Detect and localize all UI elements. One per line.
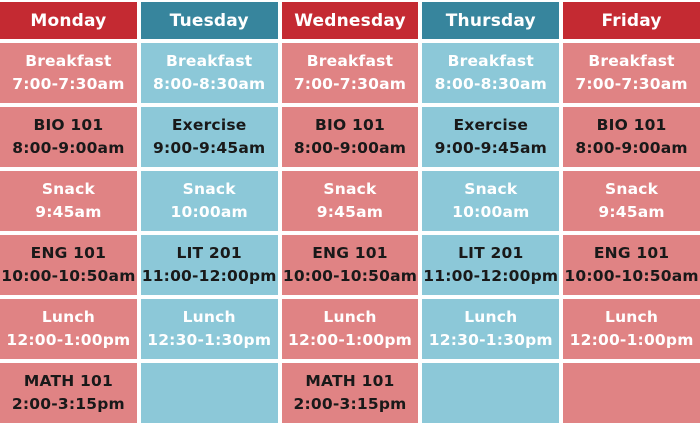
cell-time: 11:00-12:00pm [423, 267, 559, 285]
day-header-wednesday: Wednesday [281, 2, 419, 39]
cell-time: 12:00-1:00pm [569, 331, 694, 349]
cell-title: LIT 201 [176, 243, 242, 262]
cell-time: 9:00-9:45am [153, 139, 266, 157]
column-tuesday: Tuesday Breakfast 8:00-8:30am Exercise 9… [140, 2, 278, 423]
cell-title: LIT 201 [458, 243, 524, 262]
cell-title: Lunch [41, 307, 95, 326]
cell-time: 7:00-7:30am [575, 75, 688, 93]
cell-title: Snack [41, 179, 95, 198]
cell-time: 12:00-1:00pm [288, 331, 412, 349]
cell-monday-breakfast: Breakfast 7:00-7:30am [0, 43, 137, 103]
cell-tuesday-snack: Snack 10:00am [140, 171, 278, 231]
cell-thursday-breakfast: Breakfast 8:00-8:30am [422, 43, 560, 103]
cell-time: 10:00-10:50am [282, 267, 418, 285]
cell-friday-bio101: BIO 101 8:00-9:00am [563, 107, 700, 167]
cell-time: 8:00-9:00am [12, 139, 125, 157]
column-thursday: Thursday Breakfast 8:00-8:30am Exercise … [422, 2, 560, 423]
cell-wednesday-bio101: BIO 101 8:00-9:00am [281, 107, 419, 167]
cell-time: 10:00-10:50am [1, 267, 136, 285]
cell-friday-snack: Snack 9:45am [563, 171, 700, 231]
cell-title: Lunch [605, 307, 659, 326]
cell-friday-breakfast: Breakfast 7:00-7:30am [563, 43, 700, 103]
cell-title: ENG 101 [593, 243, 670, 262]
cell-title: Breakfast [166, 51, 253, 70]
cell-title: Exercise [171, 115, 247, 134]
day-header-monday: Monday [0, 2, 137, 39]
cell-time: 2:00-3:15pm [11, 395, 125, 413]
cell-time: 2:00-3:15pm [293, 395, 407, 413]
cell-tuesday-lit201: LIT 201 11:00-12:00pm [140, 235, 278, 295]
cell-time: 7:00-7:30am [293, 75, 407, 93]
cell-time: 9:45am [35, 203, 102, 221]
cell-time: 12:30-1:30pm [147, 331, 272, 349]
cell-tuesday-empty [140, 363, 278, 423]
cell-monday-lunch: Lunch 12:00-1:00pm [0, 299, 137, 359]
cell-thursday-lunch: Lunch 12:30-1:30pm [422, 299, 560, 359]
cell-tuesday-exercise: Exercise 9:00-9:45am [140, 107, 278, 167]
cell-title: Snack [323, 179, 377, 198]
cell-time: 12:30-1:30pm [428, 331, 553, 349]
day-header-tuesday: Tuesday [140, 2, 278, 39]
cell-thursday-lit201: LIT 201 11:00-12:00pm [422, 235, 560, 295]
cell-title: Breakfast [306, 51, 394, 70]
cell-title: BIO 101 [596, 115, 667, 134]
cell-time: 10:00am [170, 203, 248, 221]
cell-friday-empty [563, 363, 700, 423]
cell-time: 8:00-8:30am [434, 75, 547, 93]
cell-title: Lunch [464, 307, 518, 326]
column-wednesday: Wednesday Breakfast 7:00-7:30am BIO 101 … [281, 2, 419, 423]
cell-time: 9:45am [316, 203, 384, 221]
cell-monday-math101: MATH 101 2:00-3:15pm [0, 363, 137, 423]
cell-time: 11:00-12:00pm [141, 267, 277, 285]
cell-monday-snack: Snack 9:45am [0, 171, 137, 231]
cell-monday-bio101: BIO 101 8:00-9:00am [0, 107, 137, 167]
cell-title: Snack [605, 179, 659, 198]
column-monday: Monday Breakfast 7:00-7:30am BIO 101 8:0… [0, 2, 137, 423]
cell-time: 9:00-9:45am [434, 139, 547, 157]
cell-thursday-snack: Snack 10:00am [422, 171, 560, 231]
cell-wednesday-snack: Snack 9:45am [281, 171, 419, 231]
cell-title: Lunch [323, 307, 377, 326]
cell-title: Lunch [182, 307, 236, 326]
day-header-thursday: Thursday [422, 2, 560, 39]
cell-title: Breakfast [25, 51, 112, 70]
cell-friday-eng101: ENG 101 10:00-10:50am [563, 235, 700, 295]
cell-friday-lunch: Lunch 12:00-1:00pm [563, 299, 700, 359]
cell-title: Snack [182, 179, 236, 198]
cell-title: Breakfast [588, 51, 675, 70]
cell-tuesday-lunch: Lunch 12:30-1:30pm [140, 299, 278, 359]
cell-title: Breakfast [447, 51, 534, 70]
cell-title: BIO 101 [315, 115, 385, 134]
cell-time: 10:00am [452, 203, 530, 221]
cell-title: ENG 101 [312, 243, 388, 262]
cell-time: 9:45am [598, 203, 665, 221]
cell-title: ENG 101 [30, 243, 107, 262]
cell-time: 7:00-7:30am [12, 75, 125, 93]
cell-thursday-empty [422, 363, 560, 423]
cell-title: Snack [464, 179, 518, 198]
cell-title: BIO 101 [33, 115, 104, 134]
cell-title: MATH 101 [305, 371, 395, 390]
cell-wednesday-breakfast: Breakfast 7:00-7:30am [281, 43, 419, 103]
cell-time: 8:00-9:00am [575, 139, 688, 157]
cell-time: 12:00-1:00pm [6, 331, 131, 349]
cell-wednesday-eng101: ENG 101 10:00-10:50am [281, 235, 419, 295]
cell-title: Exercise [453, 115, 529, 134]
cell-wednesday-lunch: Lunch 12:00-1:00pm [281, 299, 419, 359]
cell-tuesday-breakfast: Breakfast 8:00-8:30am [140, 43, 278, 103]
cell-wednesday-math101: MATH 101 2:00-3:15pm [281, 363, 419, 423]
cell-time: 10:00-10:50am [564, 267, 699, 285]
cell-time: 8:00-9:00am [293, 139, 407, 157]
cell-monday-eng101: ENG 101 10:00-10:50am [0, 235, 137, 295]
cell-title: MATH 101 [23, 371, 113, 390]
column-friday: Friday Breakfast 7:00-7:30am BIO 101 8:0… [563, 2, 700, 423]
day-header-friday: Friday [563, 2, 700, 39]
cell-time: 8:00-8:30am [153, 75, 266, 93]
cell-thursday-exercise: Exercise 9:00-9:45am [422, 107, 560, 167]
